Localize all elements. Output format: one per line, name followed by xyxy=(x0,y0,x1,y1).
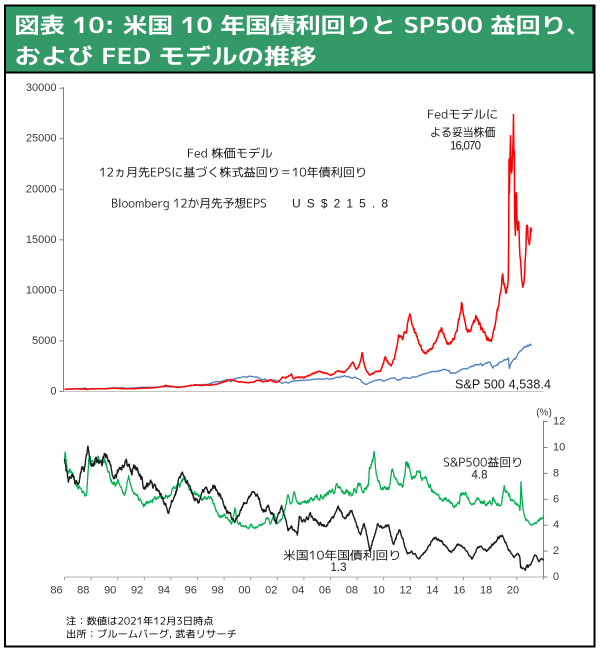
svg-text:20: 20 xyxy=(507,585,519,597)
svg-text:94: 94 xyxy=(158,585,170,597)
svg-text:0: 0 xyxy=(50,386,56,398)
svg-text:90: 90 xyxy=(104,585,116,597)
svg-text:20000: 20000 xyxy=(26,183,57,195)
svg-text:4: 4 xyxy=(553,519,559,531)
svg-text:5000: 5000 xyxy=(32,335,56,347)
svg-text:0: 0 xyxy=(553,571,559,583)
svg-text:10: 10 xyxy=(373,585,385,597)
svg-text:US$215.8: US$215.8 xyxy=(292,197,388,211)
svg-text:1.3: 1.3 xyxy=(331,562,347,574)
svg-text:15000: 15000 xyxy=(26,234,57,246)
svg-text:30000: 30000 xyxy=(26,82,57,94)
svg-text:88: 88 xyxy=(77,585,89,597)
svg-text:8: 8 xyxy=(553,467,559,479)
svg-text:12: 12 xyxy=(553,416,565,428)
svg-text:98: 98 xyxy=(211,585,223,597)
svg-text:14: 14 xyxy=(426,585,438,597)
svg-text:96: 96 xyxy=(185,585,197,597)
svg-text:16,070: 16,070 xyxy=(450,141,481,153)
svg-text:92: 92 xyxy=(131,585,143,597)
svg-text:4.8: 4.8 xyxy=(472,470,488,482)
svg-text:06: 06 xyxy=(319,585,331,597)
svg-text:6: 6 xyxy=(553,493,559,505)
svg-text:18: 18 xyxy=(480,585,492,597)
svg-text:08: 08 xyxy=(346,585,358,597)
svg-text:16: 16 xyxy=(453,585,465,597)
svg-text:25000: 25000 xyxy=(26,133,57,145)
svg-text:10000: 10000 xyxy=(26,284,57,296)
svg-text:S&P 500 4,538.4: S&P 500 4,538.4 xyxy=(455,378,551,392)
svg-text:2: 2 xyxy=(553,545,559,557)
svg-text:86: 86 xyxy=(50,585,62,597)
svg-text:12: 12 xyxy=(399,585,411,597)
svg-text:00: 00 xyxy=(238,585,250,597)
svg-text:02: 02 xyxy=(265,585,277,597)
svg-text:(%): (%) xyxy=(536,408,552,419)
svg-text:04: 04 xyxy=(292,585,304,597)
svg-text:10: 10 xyxy=(553,442,565,454)
